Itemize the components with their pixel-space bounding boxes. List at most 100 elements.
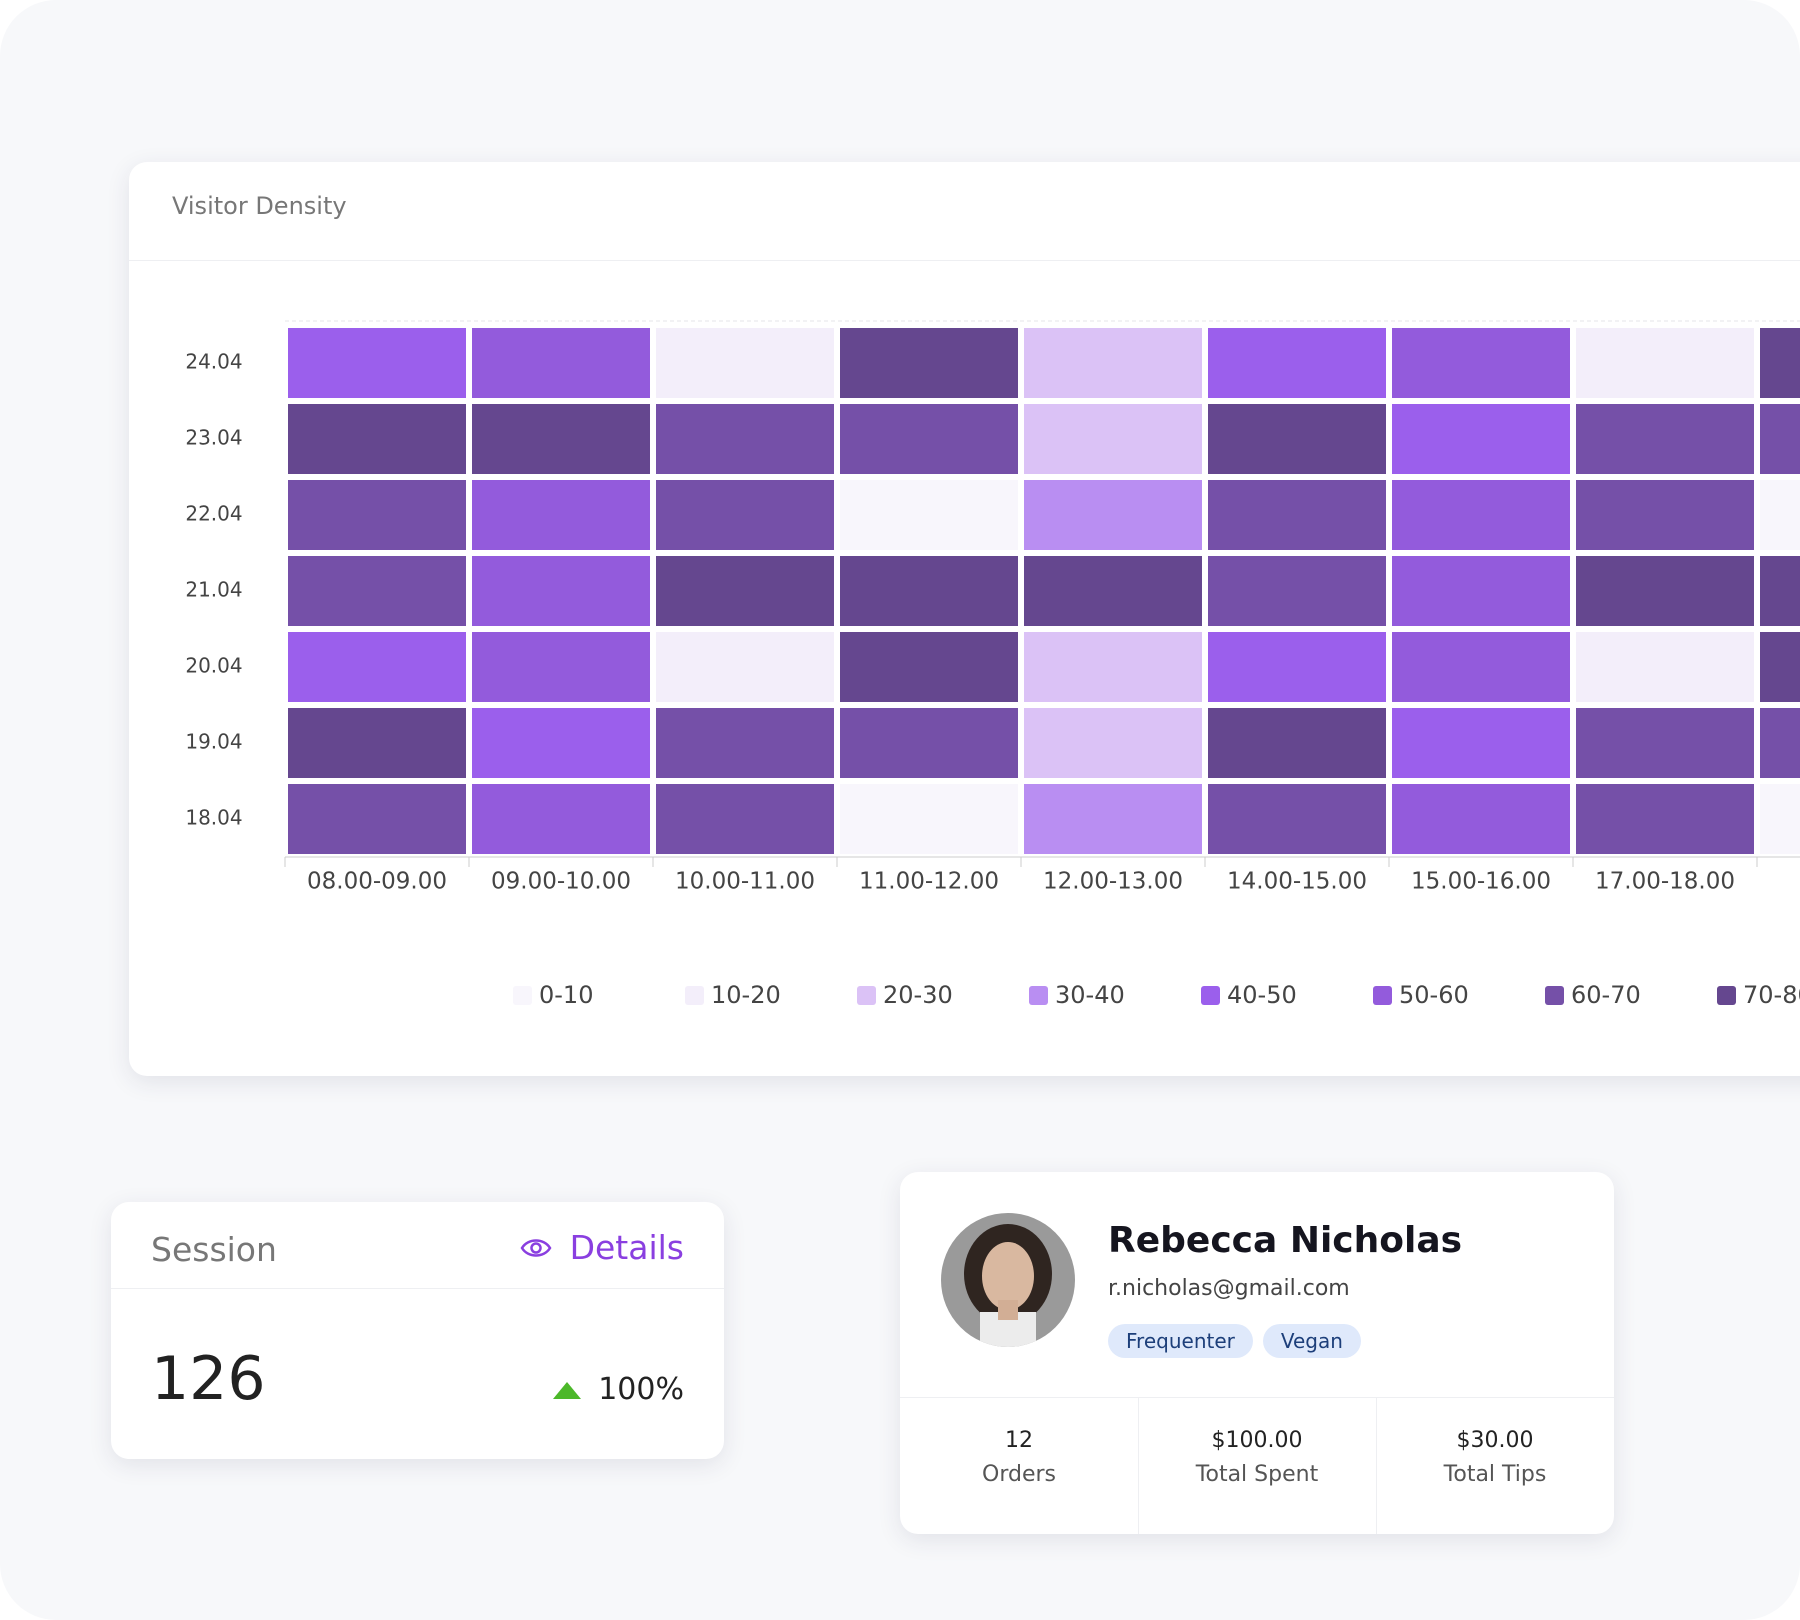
details-link[interactable]: Details <box>520 1228 684 1267</box>
stat-label: Total Spent <box>1195 1462 1319 1487</box>
heat-cell <box>1024 556 1202 626</box>
x-tick-label: 08.00-09.00 <box>307 869 447 895</box>
heat-cell <box>1024 784 1202 854</box>
y-tick-label: 22.04 <box>185 502 242 526</box>
heat-cell <box>1576 708 1754 778</box>
legend-label: 40-50 <box>1227 981 1297 1009</box>
profile-card: Rebecca Nicholas r.nicholas@gmail.com Fr… <box>900 1172 1614 1534</box>
session-title: Session <box>151 1230 277 1269</box>
avatar <box>941 1213 1075 1347</box>
heat-cell <box>656 480 834 550</box>
heat-cell <box>840 556 1018 626</box>
heat-cell <box>1208 404 1386 474</box>
heat-cell <box>288 556 466 626</box>
eye-icon <box>520 1238 552 1257</box>
chart-title: Visitor Density <box>172 192 347 220</box>
heat-cell <box>472 480 650 550</box>
y-tick-label: 19.04 <box>185 730 242 754</box>
x-tick-label: 09.00-10.00 <box>491 869 631 895</box>
legend-label: 70-80 <box>1743 981 1800 1009</box>
heat-cell <box>1024 708 1202 778</box>
heat-cell <box>1024 480 1202 550</box>
heat-cell <box>288 708 466 778</box>
session-change: 100% <box>552 1372 684 1407</box>
stat-value: $100.00 <box>1211 1428 1303 1453</box>
heat-cell <box>840 708 1018 778</box>
tags: Frequenter Vegan <box>1108 1324 1371 1358</box>
profile-name: Rebecca Nicholas <box>1108 1220 1463 1261</box>
heat-cell <box>656 556 834 626</box>
legend-label: 0-10 <box>539 981 593 1009</box>
heat-cell <box>1760 784 1800 854</box>
heat-cell <box>1760 328 1800 398</box>
heat-cell <box>1760 404 1800 474</box>
heat-cell <box>1576 784 1754 854</box>
divider <box>129 260 1800 261</box>
heat-cell <box>656 708 834 778</box>
divider <box>111 1288 724 1289</box>
heat-cell <box>288 784 466 854</box>
stat: 12 Orders <box>900 1424 1138 1492</box>
divider <box>1376 1398 1377 1534</box>
heat-cell <box>1760 708 1800 778</box>
stat-label: Orders <box>982 1462 1056 1487</box>
heat-cell <box>1760 480 1800 550</box>
stat: $100.00 Total Spent <box>1138 1424 1376 1492</box>
x-tick-label: 10.00-11.00 <box>675 869 815 895</box>
legend-swatch <box>1717 986 1736 1005</box>
heat-cell <box>472 632 650 702</box>
heat-cell <box>1024 632 1202 702</box>
heat-cell <box>840 480 1018 550</box>
heat-cell <box>1576 632 1754 702</box>
y-tick-label: 21.04 <box>185 578 242 602</box>
heat-cell <box>472 708 650 778</box>
legend-label: 30-40 <box>1055 981 1125 1009</box>
heat-cell <box>1392 404 1570 474</box>
heat-cell <box>472 784 650 854</box>
heat-cell <box>472 556 650 626</box>
heat-cell <box>1208 480 1386 550</box>
details-text: Details <box>569 1228 684 1267</box>
session-card: Session Details 126 100% <box>111 1202 724 1459</box>
chart-card: Visitor Density 24.04 23.04 22.04 21.04 20.0… <box>129 162 1800 1076</box>
up-arrow <box>553 1381 582 1399</box>
heat-cell <box>656 328 834 398</box>
change-text: 100% <box>598 1372 684 1407</box>
stat: $30.00 Total Tips <box>1376 1424 1614 1492</box>
heat-cell <box>1576 328 1754 398</box>
legend-swatch <box>1029 986 1048 1005</box>
heat-cell <box>1392 632 1570 702</box>
stat-value: 12 <box>1005 1428 1033 1453</box>
legend-label: 60-70 <box>1571 981 1641 1009</box>
heat-cell <box>472 328 650 398</box>
legend-swatch <box>1201 986 1220 1005</box>
y-tick-label: 23.04 <box>185 426 242 450</box>
heat-cell <box>288 632 466 702</box>
x-tick-label: 17.00-18.00 <box>1595 869 1735 895</box>
heat-cell <box>1392 480 1570 550</box>
y-tick-label: 24.04 <box>185 350 242 374</box>
heat-cell <box>1576 480 1754 550</box>
y-tick-label: 20.04 <box>185 654 242 678</box>
legend-swatch <box>1373 986 1392 1005</box>
legend-swatch <box>1545 986 1564 1005</box>
heat-cell <box>288 404 466 474</box>
heat-cell <box>656 404 834 474</box>
heat-cell <box>656 632 834 702</box>
heat-cell <box>288 480 466 550</box>
heat-cell <box>1208 328 1386 398</box>
legend-swatch <box>513 986 532 1005</box>
heat-cell <box>1760 556 1800 626</box>
legend-label: 50-60 <box>1399 981 1469 1009</box>
heat-cell <box>1392 328 1570 398</box>
x-tick-label: 11.00-12.00 <box>859 869 999 895</box>
divider <box>1138 1398 1139 1534</box>
heat-cell <box>840 784 1018 854</box>
heat-cell <box>1760 632 1800 702</box>
stat-label: Total Tips <box>1443 1462 1547 1487</box>
heat-cell <box>840 632 1018 702</box>
y-tick-label: 18.04 <box>185 806 242 830</box>
profile-email: r.nicholas@gmail.com <box>1108 1276 1350 1301</box>
heat-cell <box>1024 328 1202 398</box>
